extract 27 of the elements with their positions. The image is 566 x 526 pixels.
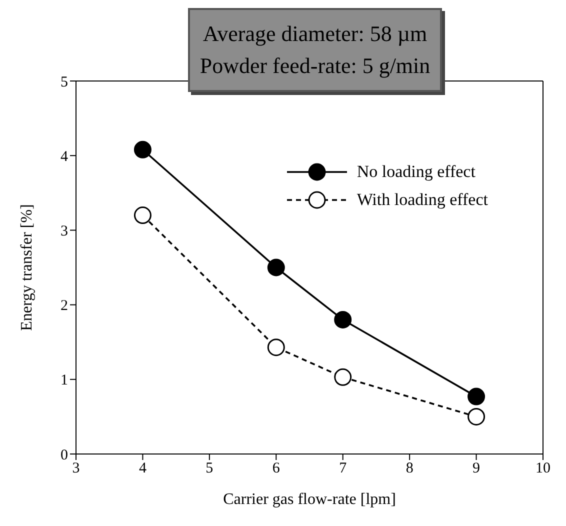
x-tick-label: 4 xyxy=(138,460,147,477)
x-tick-label: 3 xyxy=(72,460,80,477)
y-tick-label: 1 xyxy=(60,372,68,389)
y-tick-label: 2 xyxy=(60,298,68,314)
point xyxy=(334,310,352,328)
y-axis-title: Energy transfer [%] xyxy=(18,204,36,331)
point xyxy=(334,368,352,386)
y-tick-label: 0 xyxy=(60,447,68,464)
x-tick-label: 6 xyxy=(272,460,280,477)
point xyxy=(134,206,152,224)
point xyxy=(468,408,486,426)
x-tick-label: 5 xyxy=(206,460,214,477)
point xyxy=(267,338,285,356)
point xyxy=(468,388,486,406)
caption-box: Average diameter: 58 µm Powder feed-rate: 5 g/min xyxy=(188,8,442,92)
point xyxy=(134,140,152,158)
x-axis-title: Carrier gas flow-rate [lpm] xyxy=(223,491,396,508)
legend-label: No loading effect xyxy=(356,161,476,183)
x-tick-label: 9 xyxy=(472,460,480,477)
x-tick-label: 7 xyxy=(339,460,348,477)
y-tick-label: 3 xyxy=(60,224,68,240)
legend-label: With loading effect xyxy=(356,189,488,211)
x-tick-label: 8 xyxy=(406,460,414,477)
y-tick-label: 4 xyxy=(60,148,68,165)
x-tick-label: 10 xyxy=(536,460,550,477)
point xyxy=(267,258,285,276)
y-tick-label: 5 xyxy=(60,74,68,90)
